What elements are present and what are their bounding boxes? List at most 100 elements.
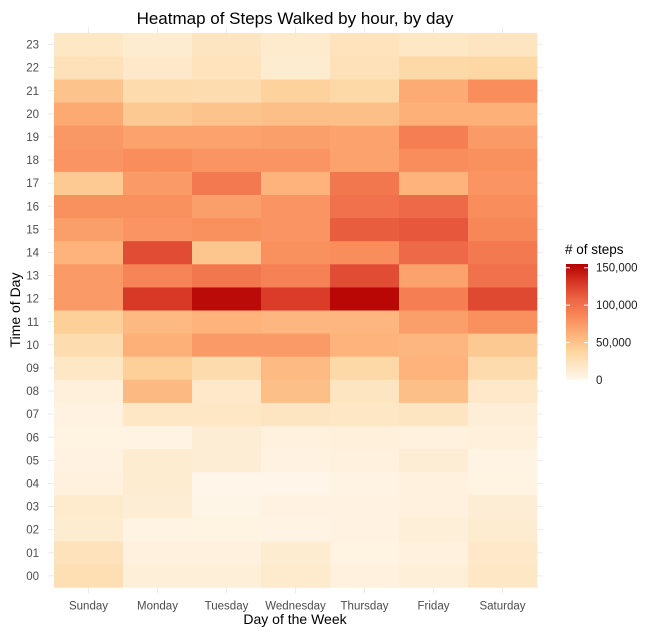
heatmap-cell-sunday-02 (54, 518, 124, 542)
y-tick-label: 17 (26, 178, 39, 190)
heatmap-cell-thursday-05 (330, 448, 400, 473)
heatmap-cell-tuesday-05 (192, 448, 262, 473)
heatmap-cell-wednesday-22 (261, 56, 331, 80)
heatmap-cell-sunday-08 (54, 379, 124, 403)
heatmap-cell-tuesday-22 (192, 56, 262, 80)
legend-title: # of steps (565, 242, 624, 257)
heatmap-cell-sunday-06 (54, 425, 124, 450)
y-tick-label: 16 (26, 201, 39, 213)
heatmap-cell-thursday-06 (330, 425, 400, 450)
heatmap-cell-saturday-03 (468, 495, 538, 519)
heatmap-cell-wednesday-01 (261, 541, 331, 565)
heatmap-cell-saturday-13 (468, 264, 538, 288)
heatmap-cell-thursday-19 (330, 125, 400, 149)
heatmap-cell-thursday-14 (330, 240, 400, 265)
heatmap-cell-sunday-23 (54, 33, 124, 57)
heatmap-cell-friday-22 (399, 56, 469, 80)
heatmap-cell-wednesday-14 (261, 240, 331, 265)
heatmap-cell-friday-18 (399, 148, 469, 172)
heatmap-cell-monday-09 (123, 356, 193, 380)
heatmap-cell-thursday-22 (330, 56, 400, 80)
y-tick-label: 20 (26, 109, 39, 121)
legend-tick-label: 50,000 (596, 338, 631, 350)
legend-tick-label: 150,000 (596, 263, 638, 275)
heatmap-cell-tuesday-15 (192, 217, 262, 242)
heatmap-cell-thursday-02 (330, 518, 400, 542)
heatmap-cell-tuesday-04 (192, 471, 262, 496)
x-tick-label: Thursday (341, 600, 389, 612)
legend-tick-label: 0 (596, 375, 602, 387)
heatmap-cell-tuesday-09 (192, 356, 262, 380)
heatmap-cell-thursday-04 (330, 471, 400, 496)
heatmap-cell-tuesday-23 (192, 33, 262, 57)
heatmap-cell-friday-11 (399, 310, 469, 334)
x-tick-label: Saturday (479, 600, 525, 612)
heatmap-cell-friday-20 (399, 102, 469, 126)
y-tick-label: 08 (26, 386, 39, 398)
heatmap-cell-friday-04 (399, 471, 469, 496)
y-tick-label: 09 (26, 363, 39, 375)
x-tick-label: Monday (137, 600, 178, 612)
y-tick-label: 22 (26, 63, 39, 75)
heatmap-cell-wednesday-05 (261, 448, 331, 473)
heatmap-cell-tuesday-19 (192, 125, 262, 149)
heatmap-cell-monday-08 (123, 379, 193, 403)
heatmap-cell-saturday-16 (468, 194, 538, 219)
heatmap-cell-wednesday-17 (261, 171, 331, 195)
heatmap-cell-sunday-22 (54, 56, 124, 80)
heatmap-cell-thursday-11 (330, 310, 400, 334)
heatmap-cell-wednesday-06 (261, 425, 331, 450)
heatmap-cell-friday-05 (399, 448, 469, 473)
heatmap-cell-monday-20 (123, 102, 193, 126)
heatmap-cell-sunday-21 (54, 79, 124, 103)
heatmap-cell-saturday-14 (468, 240, 538, 265)
heatmap-cell-monday-02 (123, 518, 193, 542)
heatmap-cell-saturday-04 (468, 471, 538, 496)
heatmap-cell-thursday-07 (330, 402, 400, 426)
heatmap-cell-tuesday-08 (192, 379, 262, 403)
y-tick-label: 13 (26, 271, 39, 283)
heatmap-cell-tuesday-20 (192, 102, 262, 126)
heatmap-cells (54, 33, 538, 588)
heatmap-cell-monday-21 (123, 79, 193, 103)
heatmap-cell-wednesday-23 (261, 33, 331, 57)
heatmap-cell-tuesday-01 (192, 541, 262, 565)
heatmap-cell-thursday-09 (330, 356, 400, 380)
heatmap-cell-saturday-18 (468, 148, 538, 172)
heatmap-cell-friday-07 (399, 402, 469, 426)
heatmap-cell-tuesday-16 (192, 194, 262, 219)
heatmap-cell-sunday-10 (54, 333, 124, 357)
heatmap-cell-thursday-18 (330, 148, 400, 172)
heatmap-cell-sunday-09 (54, 356, 124, 380)
heatmap-cell-wednesday-00 (261, 564, 331, 588)
heatmap-cell-tuesday-21 (192, 79, 262, 103)
heatmap-cell-friday-17 (399, 171, 469, 195)
heatmap-cell-thursday-15 (330, 217, 400, 242)
heatmap-cell-monday-22 (123, 56, 193, 80)
heatmap-cell-wednesday-04 (261, 471, 331, 496)
heatmap-cell-friday-10 (399, 333, 469, 357)
heatmap-cell-thursday-03 (330, 495, 400, 519)
heatmap-cell-monday-04 (123, 471, 193, 496)
heatmap-cell-sunday-16 (54, 194, 124, 219)
heatmap-cell-sunday-19 (54, 125, 124, 149)
heatmap-cell-saturday-20 (468, 102, 538, 126)
heatmap-cell-sunday-17 (54, 171, 124, 195)
heatmap-cell-monday-17 (123, 171, 193, 195)
heatmap-cell-tuesday-00 (192, 564, 262, 588)
heatmap-cell-friday-16 (399, 194, 469, 219)
heatmap-cell-saturday-19 (468, 125, 538, 149)
heatmap-cell-sunday-12 (54, 287, 124, 311)
heatmap-cell-friday-14 (399, 240, 469, 265)
heatmap-cell-saturday-01 (468, 541, 538, 565)
heatmap-cell-wednesday-13 (261, 264, 331, 288)
heatmap-cell-wednesday-18 (261, 148, 331, 172)
heatmap-cell-sunday-00 (54, 564, 124, 588)
heatmap-cell-wednesday-11 (261, 310, 331, 334)
heatmap-cell-monday-07 (123, 402, 193, 426)
heatmap-cell-sunday-04 (54, 471, 124, 496)
heatmap-cell-thursday-13 (330, 264, 400, 288)
heatmap-cell-wednesday-09 (261, 356, 331, 380)
heatmap-cell-monday-06 (123, 425, 193, 450)
